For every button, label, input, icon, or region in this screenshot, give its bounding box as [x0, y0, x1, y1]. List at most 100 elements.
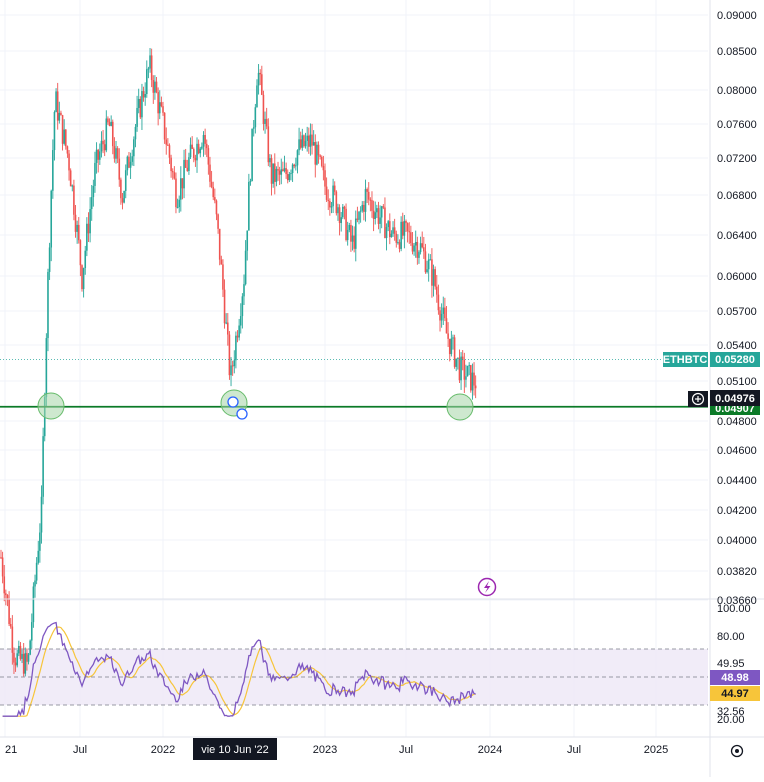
- candle-body: [437, 294, 440, 311]
- candle-body: [291, 164, 294, 174]
- candle-body: [319, 155, 321, 157]
- candle-body: [225, 322, 227, 324]
- candle-body: [400, 221, 402, 249]
- candle-body: [473, 372, 475, 386]
- candle-body: [351, 235, 354, 242]
- candle-body: [390, 233, 393, 238]
- candle-body: [124, 170, 127, 191]
- candle-body: [19, 645, 22, 659]
- grid: [0, 0, 708, 737]
- candle-body: [314, 142, 317, 165]
- candle-body: [115, 148, 117, 159]
- candle-body: [26, 653, 28, 662]
- candle-body: [356, 218, 359, 220]
- candle-body: [457, 357, 459, 359]
- rsi-ma-tag-bg: [710, 686, 760, 701]
- rsi-lines: [0, 621, 708, 717]
- candle-body: [3, 576, 6, 594]
- candle-body: [286, 174, 289, 181]
- candle-body: [312, 142, 315, 146]
- candle-body: [11, 626, 14, 653]
- time-axis[interactable]: 21 Jul 2022 2023 Jul 2024 Jul 2025: [5, 744, 668, 756]
- crosshair-date-label: vie 10 Jun '22: [201, 744, 269, 756]
- candle-body: [196, 143, 198, 161]
- candle-body: [217, 214, 219, 229]
- price-tick-label: 0.04000: [717, 535, 757, 547]
- candle-body: [218, 228, 221, 260]
- candle-body: [210, 181, 213, 187]
- candle-body: [171, 171, 174, 173]
- candle-body: [299, 139, 302, 148]
- candle-body: [60, 112, 62, 116]
- candle-body: [322, 165, 325, 171]
- candle-body: [111, 121, 114, 147]
- candle-body: [184, 159, 187, 168]
- candle-body: [246, 230, 249, 251]
- candle-body: [48, 247, 51, 272]
- candle-body: [350, 224, 352, 242]
- price-tick-label: 0.07600: [717, 119, 757, 131]
- symbol-tag-label: ETHBTC: [663, 354, 708, 366]
- candle-body: [440, 313, 443, 321]
- candle-body: [414, 241, 417, 246]
- price-axis[interactable]: 0.09000 0.08500 0.08000 0.07600 0.07200 0.068…: [717, 10, 757, 607]
- candle-body: [450, 338, 453, 355]
- candle-body: [194, 157, 197, 161]
- candle-body: [333, 185, 336, 192]
- rsi-tick-label: 20.00: [717, 714, 745, 726]
- candle-body: [304, 140, 307, 147]
- candle-body: [94, 162, 96, 186]
- candle-body: [324, 170, 326, 187]
- candle-body: [197, 143, 200, 154]
- candle-body: [152, 80, 155, 93]
- candle-body: [463, 360, 466, 380]
- candle-body: [343, 206, 346, 209]
- candle-body: [387, 221, 389, 228]
- candle-body: [298, 139, 300, 151]
- candle-body: [348, 224, 351, 230]
- candle-body: [238, 325, 240, 338]
- candle-body: [259, 72, 261, 75]
- rsi-tick-label: 80.00: [717, 631, 745, 643]
- candle-body: [103, 144, 106, 151]
- candle-body: [87, 223, 90, 234]
- candle-body: [269, 158, 271, 163]
- lightning-icon[interactable]: [477, 577, 497, 597]
- candle-body: [419, 243, 422, 253]
- candle-body: [118, 158, 121, 180]
- candle-body: [455, 358, 458, 367]
- candle-body: [270, 158, 273, 184]
- price-tick-label: 0.05100: [717, 376, 757, 388]
- candle-body: [173, 172, 176, 179]
- candle-body: [35, 562, 38, 581]
- candle-body: [256, 85, 258, 108]
- anchor-point: [227, 396, 239, 408]
- time-tick-label: 2022: [151, 744, 175, 756]
- candle-body: [426, 269, 428, 273]
- candle-body: [84, 250, 87, 268]
- candle-body: [397, 242, 399, 244]
- candle-body: [89, 209, 91, 234]
- candle-body: [77, 224, 80, 241]
- candle-body: [272, 163, 274, 184]
- candle-body: [424, 251, 427, 273]
- candle-body: [290, 173, 292, 175]
- candle-body: [353, 235, 355, 249]
- candle-body: [233, 360, 236, 367]
- candle-body: [204, 134, 206, 144]
- candle-body: [223, 289, 226, 324]
- candle-body: [55, 91, 57, 112]
- candle-body: [176, 206, 179, 208]
- candle-body: [317, 144, 320, 156]
- settings-gear-icon[interactable]: [730, 744, 744, 758]
- candle-body: [113, 146, 116, 159]
- candle-body: [243, 284, 245, 297]
- candle-body: [249, 181, 252, 183]
- plus-circle-icon[interactable]: [688, 391, 708, 407]
- candle-body: [448, 338, 451, 355]
- candle-body: [183, 159, 185, 189]
- candle-body: [52, 150, 54, 191]
